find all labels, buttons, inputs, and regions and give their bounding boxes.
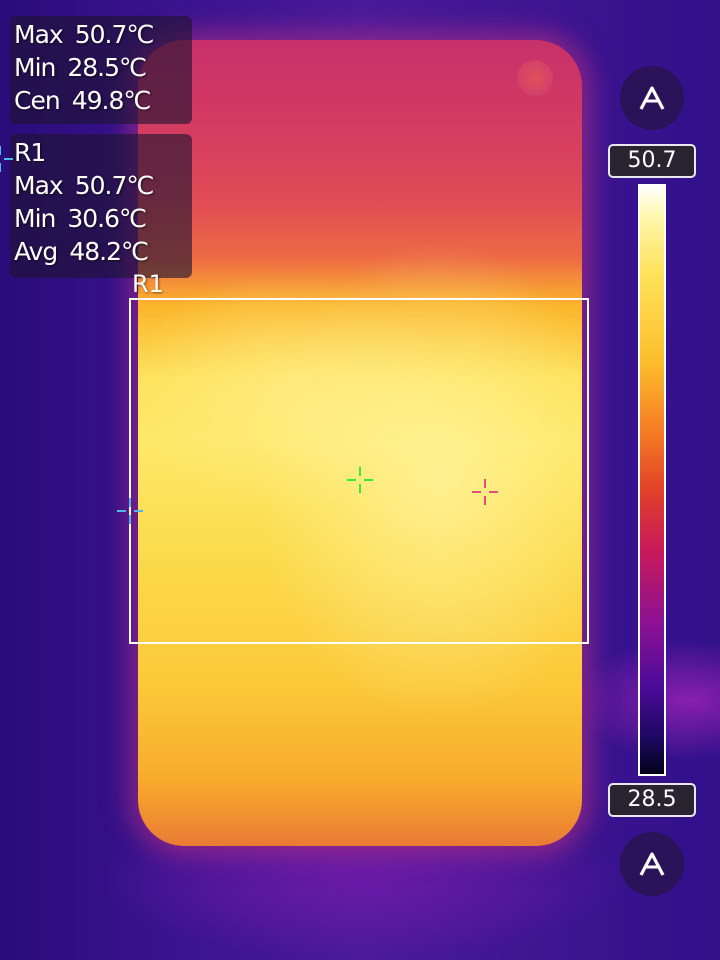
region-max-line: Max 50.7℃ — [14, 169, 186, 202]
color-scale-bar — [638, 184, 666, 776]
scale-max-value[interactable]: 50.7 — [608, 144, 696, 178]
center-crosshair-icon — [347, 467, 373, 493]
region-min-value: 30.6℃ — [67, 204, 147, 233]
region-avg-value: 48.2℃ — [69, 237, 149, 266]
region-min-label: Min — [14, 204, 56, 233]
device-camera-hotspot — [517, 60, 553, 96]
region-avg-label: Avg — [14, 237, 58, 266]
global-center-label: Cen — [14, 86, 61, 115]
global-min-value: 28.5℃ — [67, 53, 147, 82]
device-heat-silhouette — [138, 40, 582, 846]
region-avg-line: Avg 48.2℃ — [14, 235, 186, 268]
auto-range-icon — [639, 852, 665, 876]
global-center-line: Cen 49.8℃ — [14, 84, 186, 117]
auto-range-icon — [639, 86, 665, 110]
global-max-value: 50.7℃ — [74, 20, 155, 49]
region-max-value: 50.7℃ — [74, 171, 155, 200]
roi-label: R1 — [132, 270, 164, 298]
auto-range-bottom-button[interactable] — [620, 832, 684, 896]
min-temp-crosshair-icon — [117, 498, 143, 524]
max-temp-crosshair-icon — [472, 479, 498, 505]
region-min-line: Min 30.6℃ — [14, 202, 186, 235]
global-min-crosshair-icon — [0, 146, 13, 172]
global-stats-panel: Max 50.7℃ Min 28.5℃ Cen 49.8℃ — [10, 16, 192, 124]
global-max-label: Max — [14, 20, 64, 49]
scale-min-value[interactable]: 28.5 — [608, 783, 696, 817]
auto-range-top-button[interactable] — [620, 66, 684, 130]
region-stats-panel: R1 Max 50.7℃ Min 30.6℃ Avg 48.2℃ — [10, 134, 192, 278]
roi-rectangle[interactable] — [129, 298, 589, 644]
global-min-line: Min 28.5℃ — [14, 51, 186, 84]
global-center-value: 49.8℃ — [71, 86, 152, 115]
global-min-label: Min — [14, 53, 56, 82]
region-name: R1 — [14, 138, 46, 167]
global-max-line: Max 50.7℃ — [14, 18, 186, 51]
region-max-label: Max — [14, 171, 64, 200]
